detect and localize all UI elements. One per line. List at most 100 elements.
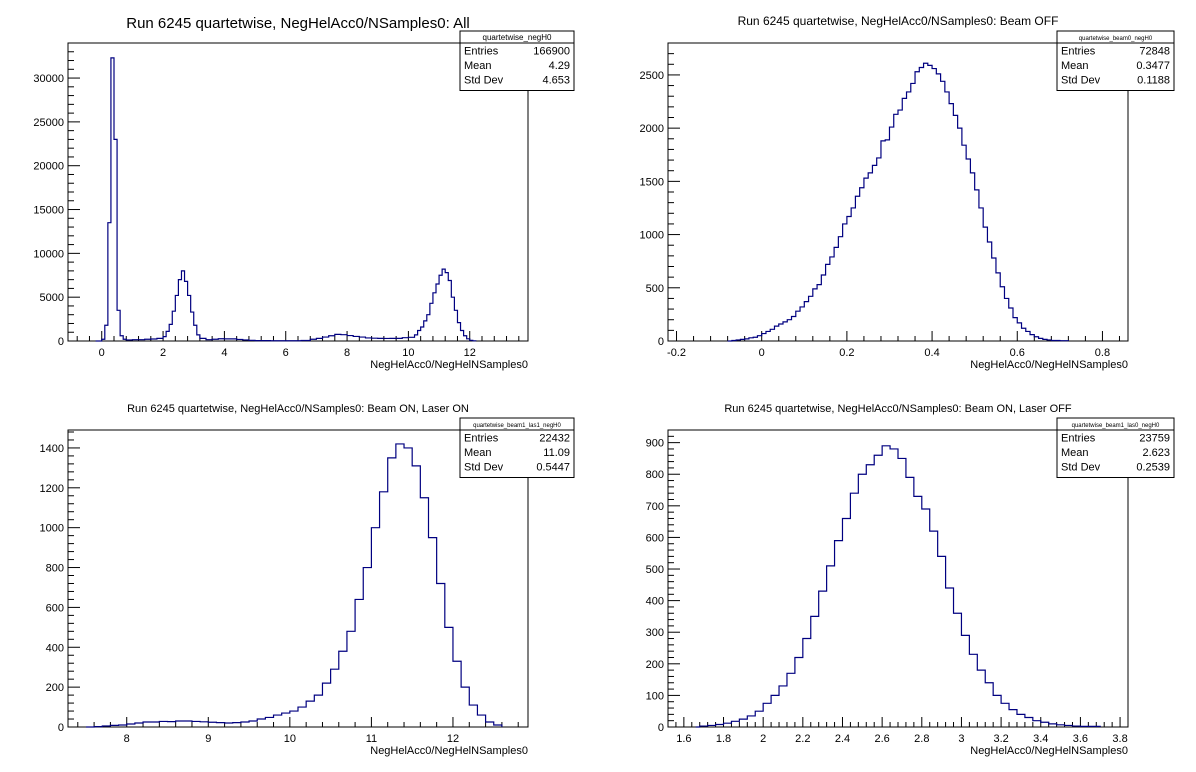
stats-label: Entries xyxy=(1061,433,1096,445)
histogram-pad-1: Run 6245 quartetwise, NegHelAcc0/NSample… xyxy=(33,15,575,371)
y-tick-label: 200 xyxy=(46,682,64,694)
stats-value: 0.5447 xyxy=(536,462,570,474)
y-tick-label: 25000 xyxy=(33,117,64,129)
x-axis-label: NegHelAcc0/NegHelNSamples0 xyxy=(370,359,528,371)
y-tick-label: 500 xyxy=(646,283,664,295)
stats-box xyxy=(1056,417,1175,478)
x-tick-label: 1.6 xyxy=(676,733,691,745)
y-tick-label: 1200 xyxy=(40,483,64,495)
y-tick-label: 400 xyxy=(646,596,664,608)
stats-value: 4.653 xyxy=(542,75,570,87)
x-axis-label: NegHelAcc0/NegHelNSamples0 xyxy=(370,745,528,757)
histogram-pad-3: Run 6245 quartetwise, NegHelAcc0/NSample… xyxy=(40,403,575,757)
x-tick-label: 0 xyxy=(759,347,765,359)
chart-title: Run 6245 quartetwise, NegHelAcc0/NSample… xyxy=(127,403,469,415)
stats-title: quartetwise_beam0_negH0 xyxy=(1079,36,1153,42)
histogram-pad-4: Run 6245 quartetwise, NegHelAcc0/NSample… xyxy=(646,403,1175,757)
y-tick-label: 1400 xyxy=(40,443,64,455)
stats-box xyxy=(459,30,575,91)
y-tick-label: 800 xyxy=(646,469,664,481)
x-tick-label: 9 xyxy=(205,733,211,745)
y-tick-label: 0 xyxy=(658,722,664,734)
stats-value: 0.3477 xyxy=(1136,60,1170,72)
x-tick-label: -0.2 xyxy=(667,347,686,359)
y-tick-label: 1000 xyxy=(640,230,664,242)
x-tick-label: 2.2 xyxy=(795,733,810,745)
y-tick-label: 100 xyxy=(646,690,664,702)
y-tick-label: 1500 xyxy=(640,176,664,188)
chart-title: Run 6245 quartetwise, NegHelAcc0/NSample… xyxy=(126,15,470,32)
stats-value: 2.623 xyxy=(1142,447,1170,459)
x-tick-label: 11 xyxy=(366,733,377,745)
x-tick-label: 0 xyxy=(99,347,105,359)
y-tick-label: 20000 xyxy=(33,161,64,173)
plot-frame xyxy=(67,42,529,342)
y-tick-label: 300 xyxy=(646,627,664,639)
x-tick-label: 2.8 xyxy=(914,733,929,745)
x-tick-label: 1.8 xyxy=(716,733,731,745)
stats-label: Std Dev xyxy=(1061,75,1101,87)
y-tick-label: 700 xyxy=(646,501,664,513)
x-tick-label: 4 xyxy=(221,347,227,359)
stats-value: 0.1188 xyxy=(1137,75,1170,87)
x-tick-label: 12 xyxy=(464,347,476,359)
y-tick-label: 10000 xyxy=(33,248,64,260)
stats-value: 166900 xyxy=(533,46,570,58)
x-tick-label: 3.8 xyxy=(1112,733,1127,745)
x-axis-label: NegHelAcc0/NegHelNSamples0 xyxy=(970,359,1128,371)
x-tick-label: 6 xyxy=(283,347,289,359)
x-tick-label: 10 xyxy=(284,733,296,745)
y-tick-label: 5000 xyxy=(40,292,64,304)
stats-value: 4.29 xyxy=(549,60,570,72)
x-tick-label: 2.4 xyxy=(835,733,850,745)
stats-box xyxy=(459,417,575,478)
chart-title: Run 6245 quartetwise, NegHelAcc0/NSample… xyxy=(724,403,1072,415)
y-tick-label: 900 xyxy=(646,438,664,450)
histogram-pad-2: Run 6245 quartetwise, NegHelAcc0/NSample… xyxy=(640,14,1175,371)
plot-frame xyxy=(67,429,529,728)
stats-label: Mean xyxy=(464,447,492,459)
stats-label: Mean xyxy=(464,60,492,72)
y-tick-label: 2500 xyxy=(640,70,664,82)
stats-title: quartetwise_negH0 xyxy=(483,33,552,42)
y-tick-label: 0 xyxy=(658,336,664,348)
histogram-line xyxy=(95,57,477,342)
stats-value: 11.09 xyxy=(543,447,570,459)
y-tick-label: 400 xyxy=(46,642,64,654)
stats-label: Entries xyxy=(464,433,499,445)
y-tick-label: 30000 xyxy=(33,73,64,85)
stats-title: quartetwise_beam1_las0_negH0 xyxy=(1072,423,1160,429)
x-tick-label: 2 xyxy=(160,347,166,359)
histogram-line xyxy=(85,443,503,728)
stats-title: quartetwise_beam1_las1_negH0 xyxy=(473,423,561,429)
stats-label: Std Dev xyxy=(464,462,504,474)
y-tick-label: 500 xyxy=(646,564,664,576)
chart-title: Run 6245 quartetwise, NegHelAcc0/NSample… xyxy=(738,14,1059,28)
x-tick-label: 0.8 xyxy=(1095,347,1110,359)
y-tick-label: 200 xyxy=(646,659,664,671)
y-tick-label: 800 xyxy=(46,563,64,575)
stats-label: Std Dev xyxy=(1061,462,1101,474)
stats-label: Entries xyxy=(1061,46,1096,58)
histogram-line xyxy=(727,62,1069,342)
x-tick-label: 3.4 xyxy=(1033,733,1048,745)
x-tick-label: 2.6 xyxy=(874,733,889,745)
stats-label: Mean xyxy=(1061,60,1089,72)
stats-value: 0.2539 xyxy=(1136,462,1170,474)
stats-label: Mean xyxy=(1061,447,1089,459)
y-tick-label: 2000 xyxy=(640,123,664,135)
x-tick-label: 3.6 xyxy=(1073,733,1088,745)
x-tick-label: 3 xyxy=(958,733,964,745)
histogram-line xyxy=(695,445,1101,728)
x-tick-label: 2 xyxy=(760,733,766,745)
x-tick-label: 0.4 xyxy=(924,347,939,359)
y-tick-label: 600 xyxy=(646,532,664,544)
stats-label: Entries xyxy=(464,46,499,58)
x-tick-label: 10 xyxy=(402,347,414,359)
x-axis-label: NegHelAcc0/NegHelNSamples0 xyxy=(970,745,1128,757)
stats-value: 22432 xyxy=(539,433,570,445)
x-tick-label: 8 xyxy=(124,733,130,745)
stats-label: Std Dev xyxy=(464,75,504,87)
stats-box xyxy=(1056,30,1175,91)
